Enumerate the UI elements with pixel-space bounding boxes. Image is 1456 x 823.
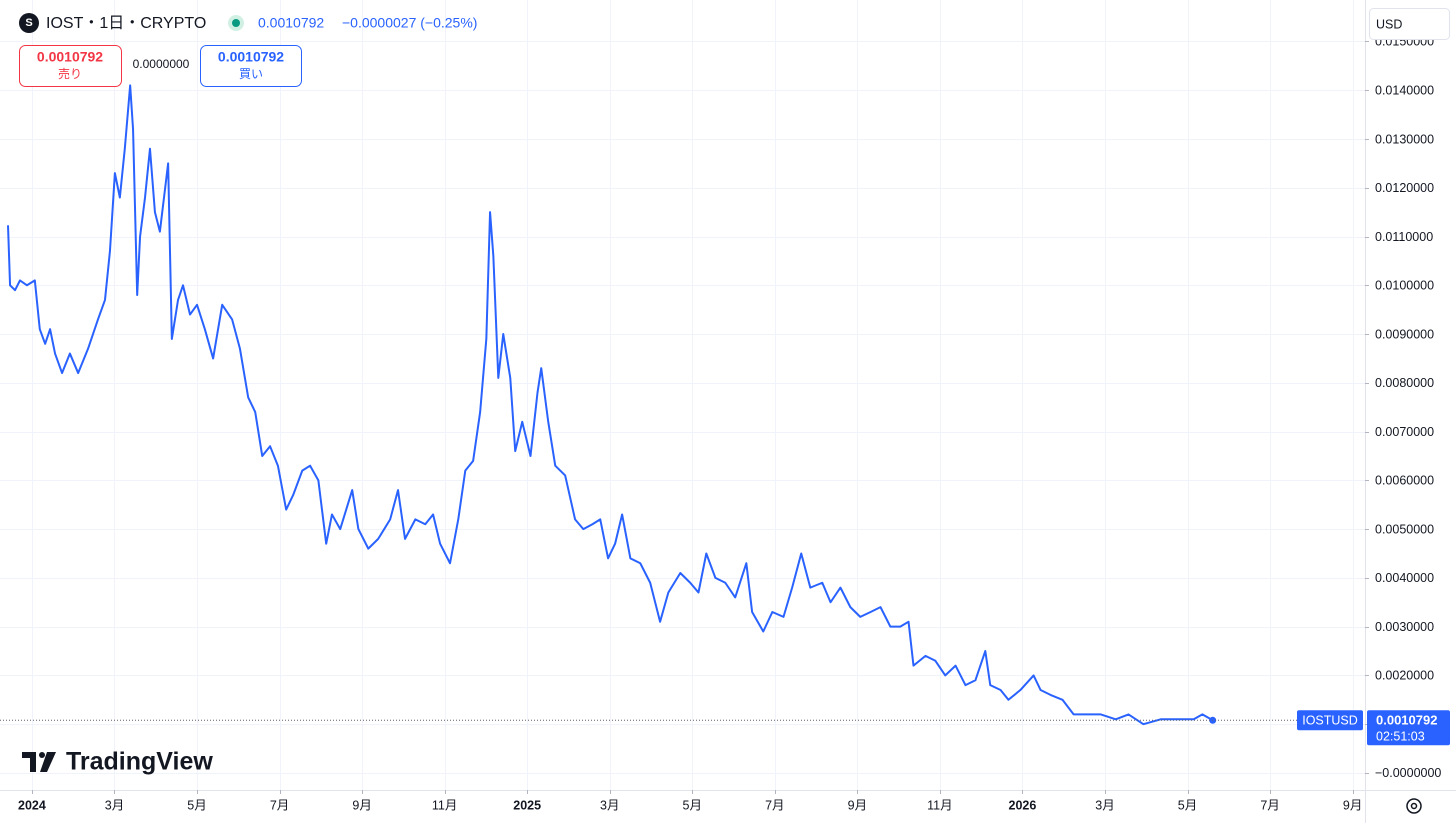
price-tag (1367, 710, 1450, 746)
y-tick-label: 0.0030000 (1375, 620, 1434, 634)
settings-button[interactable] (1406, 798, 1422, 814)
series-name: IOSTUSD (1302, 714, 1358, 728)
x-tick-label: 11月 (927, 798, 952, 812)
plot (0, 84, 1365, 726)
x-tick-label: 5月 (683, 798, 702, 812)
logo: TradingView (22, 748, 213, 776)
x-tick-label: 7月 (1260, 798, 1279, 812)
y-tick-label: 0.0040000 (1375, 571, 1434, 585)
x-tick-label: 11月 (432, 798, 457, 812)
y-tick-label: 0.0130000 (1375, 132, 1434, 146)
currency-label: USD (1376, 17, 1402, 31)
y-tick-label: 0.0060000 (1375, 474, 1434, 488)
y-tick-label: 0.0110000 (1375, 230, 1433, 244)
header-change: −0.0000027 (−0.25%) (342, 15, 477, 31)
x-tick-label: 9月 (1343, 798, 1362, 812)
symbol-icon (19, 13, 39, 33)
y-tick-label: 0.0050000 (1375, 522, 1434, 536)
logo-mark (22, 752, 36, 772)
spread: 0.0000000 (133, 57, 190, 71)
sell-price: 0.0010792 (37, 49, 103, 65)
y-tick-label: 0.0120000 (1375, 181, 1434, 195)
x-tick-label: 5月 (187, 798, 206, 812)
x-tick-label: 3月 (1095, 798, 1114, 812)
currency-button[interactable] (1369, 8, 1450, 40)
buy-price: 0.0010792 (218, 49, 284, 65)
x-tick-label: 2026 (1009, 798, 1037, 812)
sell-button[interactable] (19, 45, 122, 87)
series-name-tag (1297, 710, 1363, 731)
logo-mark (39, 752, 45, 758)
axes: −0.00000000.00100000.00200000.00300000.0… (18, 35, 1450, 812)
x-tick-label: 7月 (270, 798, 289, 812)
x-tick-label: 9月 (848, 798, 867, 812)
x-tick-label: 3月 (600, 798, 619, 812)
logo-text: TradingView (66, 748, 213, 776)
symbol-title: IOST・1日・CRYPTO (46, 15, 206, 32)
sell-label: 売り (58, 66, 82, 81)
y-tick-label: 0.0090000 (1375, 327, 1434, 341)
y-tick-label: 0.0140000 (1375, 84, 1434, 98)
y-tick-label: 0.0100000 (1375, 279, 1434, 293)
symbol-icon-glyph: S (25, 17, 32, 29)
x-tick-label: 2025 (513, 798, 541, 812)
x-tick-label: 2024 (18, 798, 46, 812)
y-tick-label: 0.0020000 (1375, 669, 1434, 683)
price-line (7, 84, 1214, 726)
x-tick-label: 5月 (1178, 798, 1197, 812)
y-tick-label: 0.0080000 (1375, 376, 1434, 390)
x-tick-label: 7月 (765, 798, 784, 812)
buy-label: 買い (239, 67, 263, 81)
buy-button[interactable] (200, 45, 302, 87)
price-tag-countdown: 02:51:03 (1376, 730, 1425, 744)
y-tick-label: 0.0070000 (1375, 425, 1434, 439)
settings-icon (1410, 802, 1418, 810)
price-tag-value: 0.0010792 (1376, 713, 1437, 728)
grid (0, 0, 1365, 790)
y-tick-label: −0.0000000 (1375, 766, 1441, 780)
x-tick-label: 3月 (105, 798, 124, 812)
x-tick-label: 9月 (352, 798, 371, 812)
market-status-dot (232, 19, 240, 27)
logo-mark (40, 752, 56, 772)
header-price: 0.0010792 (258, 15, 324, 31)
